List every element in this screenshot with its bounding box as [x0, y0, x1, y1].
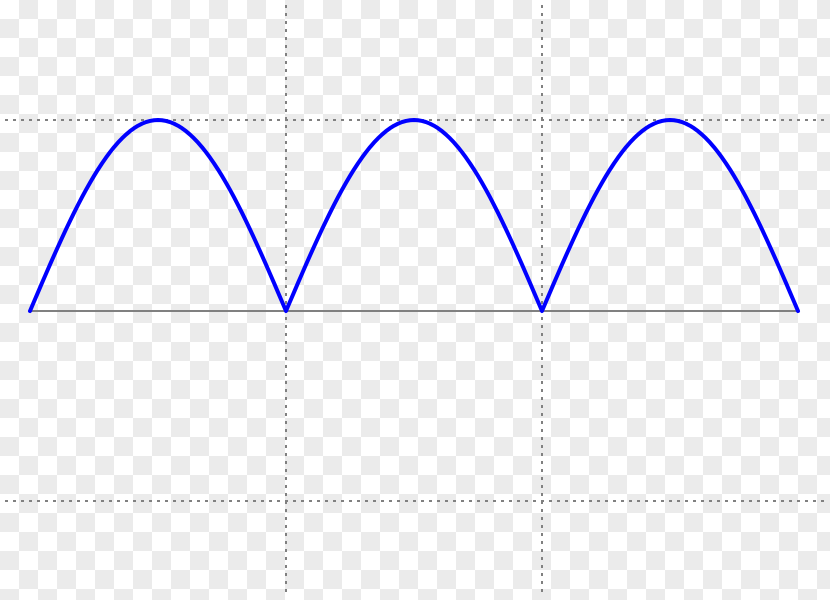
checker-background	[0, 0, 830, 600]
chart-svg	[0, 0, 830, 600]
chart-canvas	[0, 0, 830, 600]
